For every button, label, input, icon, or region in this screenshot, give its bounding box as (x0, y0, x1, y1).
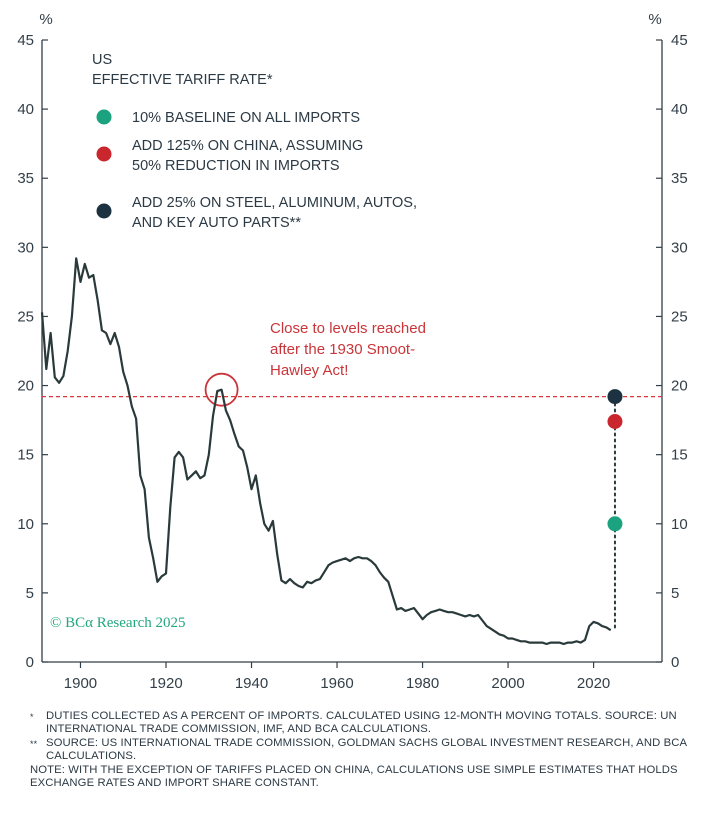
scenario-points (607, 389, 623, 629)
smoot-hawley-highlight (204, 372, 239, 407)
annotation-line: Hawley Act! (270, 362, 348, 379)
x-tick-label: 1900 (64, 675, 97, 692)
legend-label: ADD 25% ON STEEL, ALUMINUM, AUTOS, (132, 195, 417, 211)
x-tick-label: 2020 (577, 675, 610, 692)
x-tick-label: 1920 (149, 675, 182, 692)
legend-label: AND KEY AUTO PARTS** (132, 215, 301, 231)
y-tick-label-right: 45 (671, 32, 688, 49)
y-unit-left: % (39, 11, 52, 28)
scenario-point (607, 389, 623, 405)
scenario-point (607, 516, 623, 532)
y-tick-label-right: 30 (671, 239, 688, 256)
y-tick-label-right: 35 (671, 170, 688, 187)
x-tick-label: 2000 (491, 675, 524, 692)
legend-marker (96, 109, 112, 125)
y-tick-label-right: 25 (671, 308, 688, 325)
footnote-2: ** SOURCE: US INTERNATIONAL TRADE COMMIS… (30, 737, 700, 764)
legend-label: 10% BASELINE ON ALL IMPORTS (132, 110, 360, 126)
y-tick-label-left: 40 (17, 101, 34, 118)
chart-series (40, 257, 612, 646)
x-tick-label: 1960 (320, 675, 353, 692)
y-tick-label-left: 15 (17, 447, 34, 464)
annotation-line: after the 1930 Smoot- (270, 341, 415, 358)
chart-annotation: Close to levels reached after the 1930 Sm… (42, 320, 662, 631)
y-unit-right: % (648, 11, 661, 28)
scenario-point (607, 413, 623, 429)
chart-note: NOTE: WITH THE EXCEPTION OF TARIFFS PLAC… (30, 763, 678, 790)
x-tick-label: 1940 (235, 675, 268, 692)
y-tick-label-left: 25 (17, 308, 34, 325)
x-tick-label: 1980 (406, 675, 439, 692)
footnote-1-text: DUTIES COLLECTED AS A PERCENT OF IMPORTS… (46, 710, 677, 736)
y-tick-label-right: 40 (671, 101, 688, 118)
y-tick-label-right: 5 (671, 585, 679, 602)
footnote-1-mark: * (30, 712, 34, 722)
chart-footnotes: * DUTIES COLLECTED AS A PERCENT OF IMPOR… (30, 710, 700, 790)
legend-label: ADD 125% ON CHINA, ASSUMING (132, 138, 363, 154)
legend-label: 50% REDUCTION IN IMPORTS (132, 158, 340, 174)
y-tick-label-left: 45 (17, 32, 34, 49)
y-tick-label-right: 10 (671, 516, 688, 533)
y-tick-label-left: 10 (17, 516, 34, 533)
y-tick-label-left: 5 (26, 585, 34, 602)
footnote-2-text: SOURCE: US INTERNATIONAL TRADE COMMISSIO… (46, 736, 687, 763)
chart-legend: US EFFECTIVE TARIFF RATE* 10% BASELINE ON … (92, 52, 417, 231)
footnote-2-mark: ** (30, 738, 38, 749)
footnote-1: * DUTIES COLLECTED AS A PERCENT OF IMPOR… (30, 710, 700, 737)
y-tick-label-right: 15 (671, 447, 688, 464)
legend-title-line: US (92, 52, 112, 68)
legend-marker (96, 146, 112, 162)
legend-marker (96, 203, 112, 219)
watermark: © BCα Research 2025 (50, 615, 185, 631)
legend-title-line: EFFECTIVE TARIFF RATE* (92, 72, 273, 88)
tariff-rate-line (40, 257, 612, 646)
y-tick-label-right: 0 (671, 654, 679, 671)
annotation-line: Close to levels reached (270, 320, 426, 337)
y-tick-label-left: 30 (17, 239, 34, 256)
y-tick-label-left: 0 (26, 654, 34, 671)
y-tick-label-right: 20 (671, 378, 688, 395)
y-tick-label-left: 20 (17, 378, 34, 395)
y-tick-label-left: 35 (17, 170, 34, 187)
